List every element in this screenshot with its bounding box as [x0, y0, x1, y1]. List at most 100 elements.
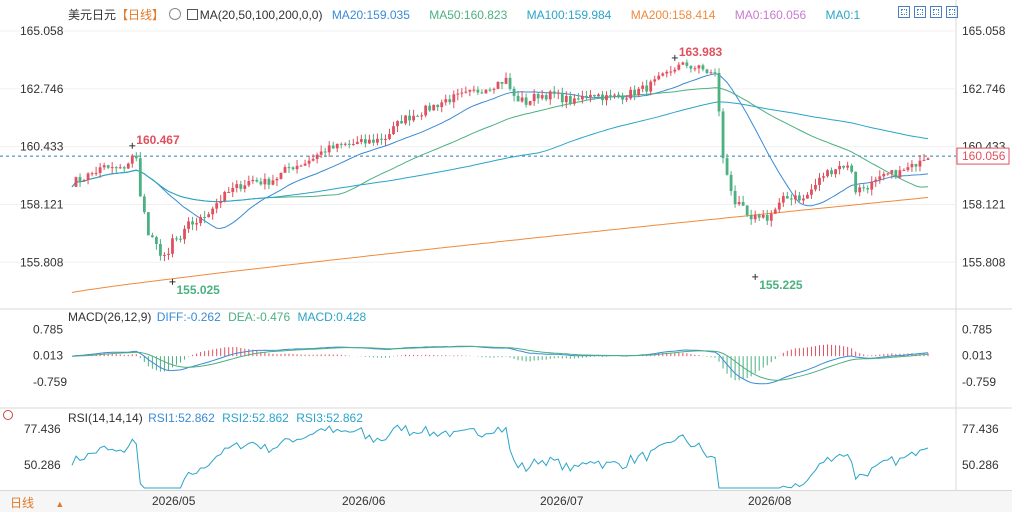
period-selector[interactable]: 日线 ▲ — [10, 494, 64, 511]
settings-icon[interactable] — [169, 8, 182, 20]
candle — [713, 68, 717, 77]
candle — [227, 187, 231, 193]
annotation-label: 163.983 — [679, 45, 723, 59]
candle-body — [709, 72, 713, 74]
candle-body — [122, 167, 126, 169]
rsi-settings-icon[interactable] — [3, 410, 13, 420]
candle — [420, 112, 424, 120]
candle-body — [263, 178, 267, 185]
candle — [826, 169, 829, 178]
candle — [689, 65, 693, 73]
ma100-line — [71, 101, 929, 203]
candle — [878, 170, 882, 184]
candle-body — [540, 95, 544, 99]
candle-body — [508, 77, 512, 89]
candle — [404, 115, 407, 126]
candle-body — [814, 184, 817, 190]
candle-body — [283, 167, 287, 173]
candle-body — [275, 178, 279, 181]
candle — [906, 162, 910, 172]
candle-body — [854, 171, 858, 193]
candle — [597, 93, 600, 97]
candle — [629, 86, 633, 100]
candle-body — [564, 95, 568, 103]
candle-body — [753, 215, 757, 220]
fullscreen-button[interactable] — [946, 6, 958, 18]
ma50-value: MA50:160.823 — [429, 8, 508, 22]
candle — [207, 212, 211, 218]
candle — [721, 108, 725, 164]
candle-body — [685, 62, 689, 66]
candle — [118, 164, 122, 169]
candle — [215, 198, 219, 214]
candle — [653, 75, 657, 86]
candle-body — [142, 196, 146, 213]
price-tick-left: 160.433 — [20, 140, 64, 154]
candle — [82, 178, 86, 182]
candle — [351, 138, 355, 146]
zoom-in-button[interactable] — [914, 6, 926, 18]
candle — [793, 190, 797, 204]
ma-icon[interactable] — [186, 9, 198, 20]
candle-body — [476, 89, 480, 93]
candle — [838, 161, 841, 175]
ma0-value: MA0:160.056 — [734, 8, 807, 22]
period-tag[interactable]: 【日线】 — [116, 8, 165, 22]
candle-body — [480, 92, 484, 94]
candle-body — [102, 165, 106, 168]
candle — [295, 159, 299, 174]
caret-up-icon: ▲ — [55, 499, 65, 509]
candle-body — [761, 214, 765, 218]
candle — [717, 68, 721, 117]
candle — [247, 175, 251, 188]
candle-body — [552, 91, 556, 94]
candle — [593, 94, 596, 98]
candle — [235, 180, 239, 193]
candle-body — [548, 91, 552, 100]
candle-body — [560, 92, 564, 103]
candle-body — [472, 89, 476, 91]
macd-tick-left: -0.759 — [33, 375, 67, 389]
candle — [380, 133, 383, 145]
candle-body — [729, 174, 733, 191]
candle-body — [388, 134, 391, 139]
candle-body — [90, 173, 94, 175]
candle — [146, 212, 150, 236]
candle — [830, 167, 833, 177]
candle — [508, 73, 512, 91]
candle-body — [126, 163, 130, 169]
candle — [753, 210, 757, 223]
macd-diff: DIFF:-0.262 — [156, 310, 221, 324]
crosshair-button[interactable] — [898, 6, 910, 18]
candle-body — [231, 187, 235, 192]
candle-body — [171, 238, 174, 254]
candle — [267, 176, 271, 189]
candle — [528, 100, 532, 106]
candle-body — [890, 170, 894, 174]
candle — [251, 175, 255, 184]
candle — [797, 191, 801, 202]
candle-body — [207, 214, 211, 218]
candle — [159, 239, 162, 261]
candle — [106, 164, 110, 170]
candle-body — [773, 209, 777, 214]
candle — [761, 210, 765, 219]
candle-body — [134, 155, 138, 159]
annotation-label: 155.025 — [176, 283, 220, 297]
candle — [163, 252, 166, 262]
candle — [355, 136, 359, 145]
candle — [347, 139, 351, 149]
candle-body — [287, 167, 291, 169]
candle — [448, 94, 452, 105]
candle-body — [858, 187, 862, 193]
candle — [367, 134, 371, 145]
ma50-line — [71, 87, 929, 203]
zoom-out-button[interactable] — [930, 6, 942, 18]
candle-body — [363, 139, 367, 144]
candle-body — [372, 139, 375, 143]
macd-dea-line — [71, 346, 929, 381]
candle-body — [870, 181, 874, 190]
candle — [114, 166, 118, 174]
candle — [412, 109, 415, 123]
candle — [323, 147, 327, 158]
